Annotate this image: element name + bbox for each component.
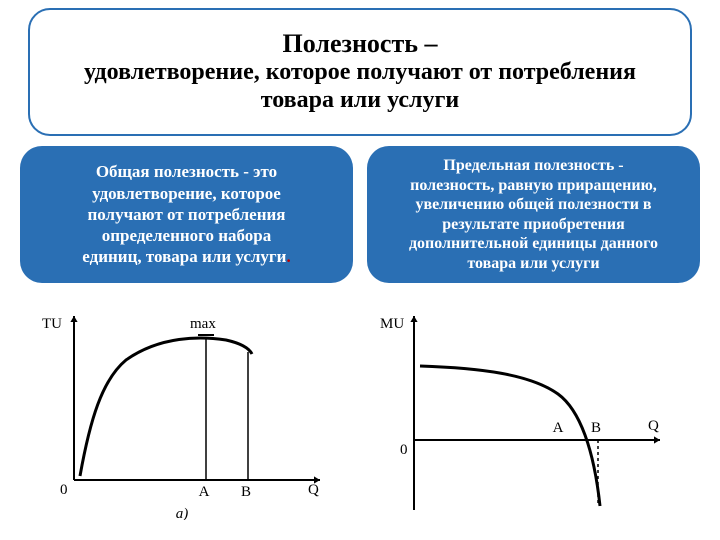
svg-text:B: B bbox=[591, 420, 601, 436]
charts-row: TU Q 0 max A Ba) MU Q 0 A B bbox=[30, 310, 690, 525]
svg-text:A: A bbox=[553, 420, 564, 436]
definition-header: Полезность – удовлетворение, которое пол… bbox=[28, 8, 692, 136]
svg-text:TU: TU bbox=[42, 316, 62, 332]
definition-boxes: Общая полезность - этоудовлетворение, ко… bbox=[20, 146, 700, 283]
header-title: Полезность – bbox=[283, 29, 438, 59]
svg-text:MU: MU bbox=[380, 316, 404, 332]
header-subtitle: удовлетворение, которое получают от потр… bbox=[50, 59, 670, 114]
svg-text:max: max bbox=[190, 316, 216, 332]
marginal-utility-chart: MU Q 0 A B bbox=[370, 310, 670, 525]
svg-text:Q: Q bbox=[308, 482, 319, 498]
svg-text:a): a) bbox=[176, 506, 189, 520]
total-utility-definition: Общая полезность - этоудовлетворение, ко… bbox=[20, 146, 353, 283]
svg-text:A: A bbox=[199, 484, 210, 500]
svg-text:Q: Q bbox=[648, 418, 659, 434]
svg-text:B: B bbox=[241, 484, 251, 500]
svg-text:0: 0 bbox=[400, 442, 408, 458]
marginal-utility-definition: Предельная полезность -полезность, равну… bbox=[367, 146, 700, 283]
svg-text:0: 0 bbox=[60, 482, 68, 498]
total-utility-chart: TU Q 0 max A Ba) bbox=[30, 310, 330, 525]
